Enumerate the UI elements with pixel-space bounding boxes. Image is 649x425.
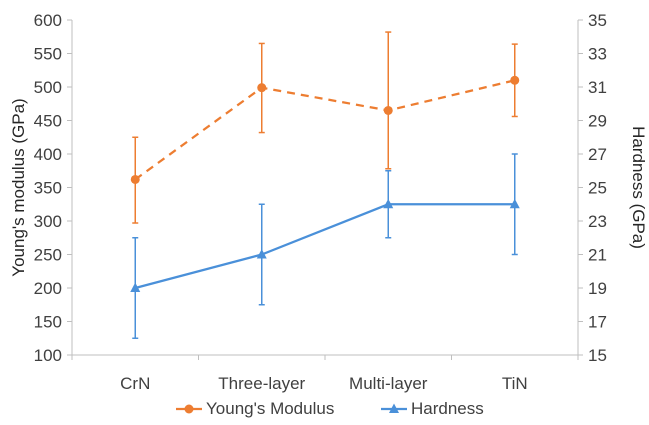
plot-area (130, 31, 520, 339)
right-tick-label: 35 (588, 11, 607, 30)
data-point (130, 282, 141, 292)
right-tick-label: 31 (588, 78, 607, 97)
left-tick-label: 600 (34, 11, 62, 30)
left-tick-label: 100 (34, 346, 62, 365)
data-point (383, 198, 394, 209)
legend: Young's Modulus Hardness (176, 399, 484, 418)
left-tick-label: 300 (34, 212, 62, 231)
legend-label: Hardness (411, 399, 484, 418)
right-tick-label: 23 (588, 212, 607, 231)
left-tick-label: 550 (34, 45, 62, 64)
right-tick-label: 33 (588, 45, 607, 64)
data-point (256, 249, 267, 259)
left-tick-label: 350 (34, 179, 62, 198)
left-y-axis: 100 150 200 250 300 350 400 450 500 550 600 (34, 11, 73, 365)
x-tick-label: CrN (120, 374, 150, 393)
y-axis-title: Young's modulus (GPa) (9, 98, 28, 276)
right-tick-label: 17 (588, 313, 607, 332)
right-y-axis: 15 17 19 21 23 25 27 29 31 33 35 (577, 11, 607, 365)
data-point (510, 75, 520, 85)
legend-swatch-marker (389, 403, 399, 413)
right-tick-label: 19 (588, 279, 607, 298)
right-tick-label: 15 (588, 346, 607, 365)
right-tick-label: 21 (588, 246, 607, 265)
left-tick-label: 450 (34, 112, 62, 131)
series-line (134, 203, 515, 290)
data-point (130, 174, 140, 184)
right-tick-label: 25 (588, 179, 607, 198)
y2-axis-title: Hardness (GPa) (629, 126, 648, 249)
right-tick-label: 27 (588, 145, 607, 164)
series-youngs-modulus (130, 31, 520, 224)
series-hardness (130, 153, 520, 339)
legend-entry: Hardness (381, 399, 484, 418)
right-tick-label: 29 (588, 112, 607, 131)
left-tick-label: 400 (34, 145, 62, 164)
series-line (134, 79, 516, 181)
x-tick-label: TiN (502, 374, 528, 393)
left-tick-label: 250 (34, 246, 62, 265)
legend-entry: Young's Modulus (176, 399, 334, 418)
data-point (509, 198, 520, 209)
data-point (383, 105, 393, 115)
x-tick-label: Multi-layer (349, 374, 428, 393)
legend-swatch-marker (184, 404, 194, 414)
x-tick-label: Three-layer (218, 374, 305, 393)
x-axis: CrN Three-layer Multi-layer TiN (71, 354, 579, 393)
left-tick-label: 150 (34, 313, 62, 332)
data-point (257, 83, 267, 93)
left-tick-label: 200 (34, 279, 62, 298)
legend-label: Young's Modulus (206, 399, 334, 418)
left-tick-label: 500 (34, 78, 62, 97)
